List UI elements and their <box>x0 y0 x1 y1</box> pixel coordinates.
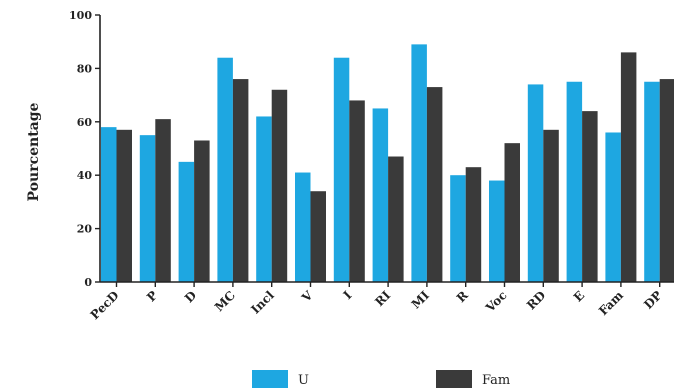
x-tick-label: P <box>144 288 160 304</box>
bar-u-e <box>566 81 583 282</box>
bar-u-pecd <box>101 127 117 282</box>
bar-u-mi <box>411 44 427 283</box>
bar-u-voc <box>489 180 505 282</box>
bar-fam-pecd <box>116 129 132 282</box>
x-tick-label: E <box>571 288 587 304</box>
bar-u-rd <box>527 84 544 282</box>
bar-u-v <box>295 172 311 282</box>
bar-u-incl <box>256 116 272 283</box>
bar-fam-mi <box>426 87 443 282</box>
bar-fam-d <box>194 140 210 282</box>
legend-swatch-fam <box>436 370 472 388</box>
y-tick-label: 80 <box>77 62 93 75</box>
bar-u-i <box>333 57 350 282</box>
x-tick-label: RD <box>524 288 548 312</box>
y-axis-title: Pourcentage <box>26 102 42 201</box>
x-tick-label: Incl <box>248 288 277 317</box>
legend: U Fam <box>252 370 510 388</box>
y-tick-label: 0 <box>84 276 92 289</box>
legend-label-fam: Fam <box>482 373 510 388</box>
bar-fam-i <box>349 100 365 282</box>
bar-u-r <box>450 175 466 282</box>
x-tick-label: R <box>454 288 472 306</box>
bar-fam-v <box>310 191 326 282</box>
bar-u-p <box>139 135 156 282</box>
bar-u-ri <box>372 108 389 282</box>
y-tick-label: 60 <box>77 116 93 129</box>
bar-fam-e <box>582 111 598 283</box>
y-tick-label: 20 <box>77 223 93 236</box>
legend-swatch-u <box>252 370 288 388</box>
bar-fam-voc <box>504 143 520 282</box>
x-tick-label: PecD <box>88 288 122 322</box>
x-tick-label: V <box>298 288 316 306</box>
y-axis: 0 20 40 60 80 100 <box>69 9 101 289</box>
bar-fam-incl <box>271 89 288 282</box>
x-axis: PecD P D MC Incl V I RI MI R Voc RD E Fam DP <box>88 281 674 322</box>
bar-fam-fam <box>620 52 637 282</box>
bar-fam-mc <box>232 79 249 282</box>
x-tick-label: MC <box>212 288 238 314</box>
bar-u-fam <box>605 132 621 282</box>
bar-fam-dp <box>659 79 674 282</box>
y-tick-label: 40 <box>77 169 93 182</box>
bar-fam-p <box>155 119 171 282</box>
x-tick-label: I <box>341 288 355 302</box>
y-tick-label: 100 <box>69 9 92 22</box>
x-tick-label: DP <box>641 288 665 312</box>
x-tick-label: MI <box>409 288 433 312</box>
bar-u-dp <box>644 81 660 282</box>
bar-u-d <box>178 161 195 282</box>
bar-fam-ri <box>388 156 404 282</box>
legend-label-u: U <box>298 373 309 388</box>
bars-group <box>101 44 674 283</box>
x-tick-label: Fam <box>596 288 626 318</box>
x-tick-label: Voc <box>482 288 509 315</box>
x-tick-label: RI <box>372 288 393 309</box>
bar-fam-rd <box>543 129 559 282</box>
bar-fam-r <box>465 167 482 282</box>
bar-u-mc <box>217 57 233 282</box>
x-tick-label: D <box>182 288 199 305</box>
